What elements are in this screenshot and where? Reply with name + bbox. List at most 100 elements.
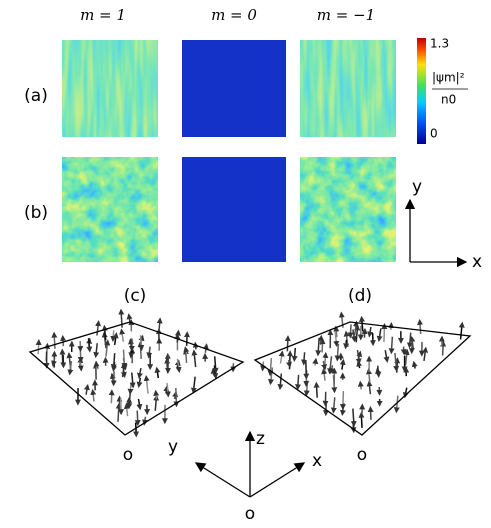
spin-arrow bbox=[110, 330, 117, 343]
spin-arrow bbox=[101, 324, 108, 341]
row-label: (a) bbox=[24, 86, 48, 106]
spin-arrow bbox=[51, 357, 57, 367]
spin-arrow bbox=[357, 380, 364, 390]
spin-arrow bbox=[154, 366, 161, 379]
spin-arrow bbox=[129, 372, 136, 389]
spin-arrow bbox=[191, 349, 198, 368]
spin-arrow bbox=[136, 367, 143, 380]
spin-arrow bbox=[352, 320, 359, 336]
spin-arrow bbox=[313, 381, 320, 398]
spin-arrow bbox=[422, 346, 429, 362]
spin-arrow bbox=[440, 340, 447, 356]
spin-arrow bbox=[267, 357, 274, 377]
spin-arrow bbox=[393, 395, 400, 414]
column-header: m = −1 bbox=[317, 6, 375, 24]
spin-arrow bbox=[339, 390, 346, 411]
spin-arrow bbox=[90, 388, 97, 402]
spin-arrow bbox=[138, 335, 145, 352]
spin-arrow bbox=[317, 334, 324, 345]
panel-label: (d) bbox=[348, 286, 372, 306]
axis-label: o bbox=[245, 504, 255, 524]
density-panel bbox=[300, 40, 396, 137]
spin-arrow bbox=[77, 349, 84, 363]
spin-arrow bbox=[143, 374, 150, 394]
density-panel bbox=[62, 157, 158, 262]
spin-arrow bbox=[146, 346, 153, 359]
spin-arrow bbox=[403, 348, 410, 366]
colorbar-label: n0 bbox=[441, 93, 456, 107]
spin-arrow bbox=[35, 339, 42, 355]
spin-arrow bbox=[163, 385, 170, 394]
spin-arrow bbox=[294, 374, 301, 391]
origin-label: o bbox=[357, 445, 367, 465]
spin-arrow bbox=[343, 339, 350, 350]
column-header: m = 0 bbox=[211, 6, 257, 24]
spin-arrow bbox=[210, 367, 217, 376]
spin-arrow bbox=[164, 382, 171, 398]
spin-arrow bbox=[126, 313, 133, 326]
spin-arrow bbox=[93, 360, 100, 370]
spin-arrow bbox=[291, 347, 298, 362]
spin-arrow bbox=[350, 329, 357, 343]
spin-arrow bbox=[376, 328, 383, 342]
spin-arrow bbox=[331, 375, 338, 394]
spin-arrow bbox=[123, 402, 130, 417]
spin-arrow bbox=[190, 376, 197, 394]
spin-arrow bbox=[67, 361, 74, 376]
axis-label: y bbox=[168, 437, 178, 457]
spin-arrow bbox=[101, 331, 108, 349]
spin-arrow bbox=[175, 358, 182, 374]
panel-label: (c) bbox=[124, 286, 147, 306]
spin-arrow bbox=[136, 377, 143, 388]
density-panel bbox=[182, 157, 286, 262]
axis-label: y bbox=[412, 177, 422, 197]
spin-arrow bbox=[192, 341, 199, 350]
axis-label: z bbox=[256, 429, 265, 449]
spin-arrow bbox=[388, 336, 395, 355]
colorbar bbox=[417, 38, 426, 144]
spin-arrow bbox=[86, 338, 93, 353]
column-header: m = 1 bbox=[80, 6, 126, 24]
spin-arrow bbox=[119, 328, 126, 342]
spin-arrow bbox=[175, 329, 181, 343]
spin-arrow bbox=[301, 352, 308, 366]
spin-arrow bbox=[339, 358, 346, 370]
row-label: (b) bbox=[24, 203, 48, 223]
spin-arrow bbox=[400, 346, 407, 356]
spin-arrow bbox=[383, 350, 390, 363]
spin-arrow bbox=[126, 393, 133, 410]
spin-arrow bbox=[110, 371, 117, 387]
spin-arrow bbox=[127, 382, 134, 395]
spin-arrow bbox=[133, 422, 140, 438]
spin-arrow bbox=[358, 315, 365, 332]
spin-arrow bbox=[286, 359, 292, 368]
spin-arrow bbox=[321, 360, 327, 371]
colorbar-label: |ψm|² bbox=[432, 71, 465, 85]
colorbar-max: 1.3 bbox=[430, 37, 449, 51]
spin-arrow bbox=[183, 346, 190, 355]
axis-label: x bbox=[472, 252, 482, 272]
spin-arrow bbox=[319, 338, 326, 353]
spin-arrow bbox=[51, 331, 58, 349]
axis-label: x bbox=[312, 451, 322, 471]
density-panel bbox=[182, 40, 286, 137]
origin-label: o bbox=[123, 445, 133, 465]
spin-arrow bbox=[334, 343, 341, 362]
spin-arrow bbox=[315, 337, 322, 357]
spin-arrow bbox=[330, 397, 337, 414]
spin-arrow bbox=[367, 326, 374, 338]
spin-arrow bbox=[121, 349, 128, 369]
spin-arrow bbox=[303, 360, 310, 380]
spin-arrow bbox=[406, 332, 413, 349]
spin-arrow bbox=[361, 327, 368, 338]
spin-arrow bbox=[333, 325, 340, 338]
spin-arrow bbox=[350, 408, 357, 428]
spin-arrow bbox=[278, 350, 285, 364]
spin-arrow bbox=[375, 365, 382, 378]
spin-arrow bbox=[417, 318, 424, 334]
spin-arrow bbox=[277, 373, 284, 391]
spin-arrow bbox=[366, 380, 373, 395]
spin-arrow bbox=[60, 334, 67, 347]
spin-arrow bbox=[381, 323, 388, 343]
spin-arrow bbox=[110, 353, 117, 371]
